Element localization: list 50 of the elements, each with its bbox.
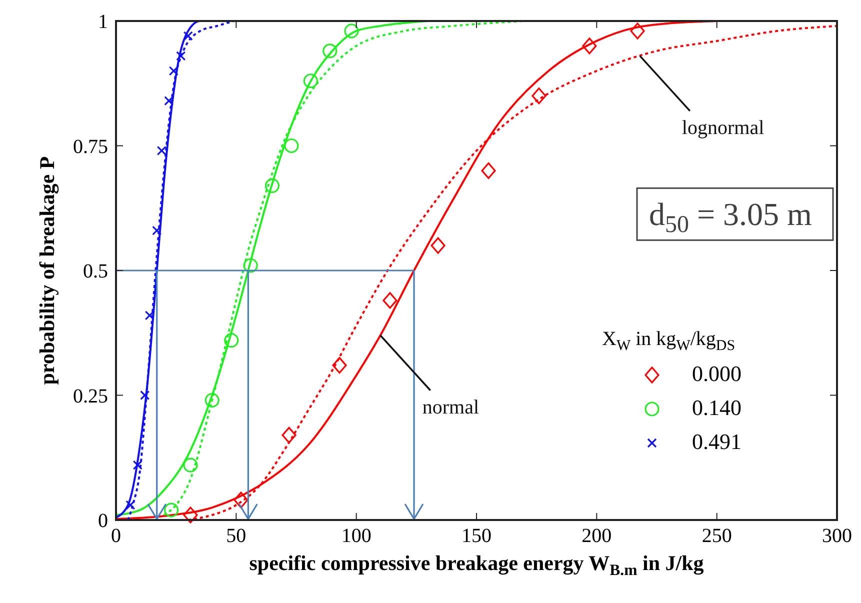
point: [126, 500, 136, 510]
x-tick-label: 100: [341, 525, 372, 547]
point: [144, 310, 154, 320]
y-axis-title: probability of breakage P: [35, 156, 59, 385]
legend-label: 0.000: [692, 361, 742, 386]
point: [243, 258, 258, 273]
point: [156, 146, 166, 156]
point: [152, 226, 162, 236]
point: [344, 24, 359, 38]
point: [430, 237, 446, 254]
point: [382, 292, 398, 309]
point: [164, 96, 174, 106]
x-tick-label: 250: [702, 525, 732, 547]
point: [183, 506, 198, 524]
y-tick-label: 0.25: [73, 385, 108, 408]
legend-label: 0.491: [692, 429, 742, 454]
point: [204, 392, 220, 408]
y-tick-label: 0: [98, 510, 108, 532]
point: [284, 138, 299, 154]
y-tick-label: 1: [98, 11, 108, 33]
point: [481, 162, 496, 179]
legend-label: 0.140: [692, 395, 742, 420]
y-tick-label: 0.75: [73, 136, 108, 158]
x-tick-label: 200: [582, 525, 612, 547]
point: [168, 66, 178, 76]
x-axis-title: specific compressive breakage energy W$_{B.m}$ in J/kg: [249, 551, 704, 579]
point: [532, 88, 546, 104]
point: [164, 502, 179, 518]
x-tick-label: 50: [226, 525, 246, 547]
point: [132, 460, 142, 470]
annotation: d$_{50}$ = 3.05 m: [649, 196, 812, 238]
point: [183, 31, 193, 41]
point: [140, 390, 150, 400]
point: [224, 333, 239, 348]
y-tick-label: 0.5: [83, 260, 108, 282]
point: [322, 44, 338, 58]
point: [332, 357, 347, 374]
point: [183, 458, 198, 472]
x-tick-label: 150: [462, 525, 492, 547]
point: [582, 38, 597, 54]
annotation: lognormal: [682, 116, 765, 139]
point: [176, 51, 186, 61]
point: [630, 22, 645, 40]
point: [264, 178, 280, 193]
point: [282, 426, 296, 444]
annotation: normal: [422, 396, 480, 418]
point: [234, 492, 248, 508]
x-tick-label: 300: [822, 525, 852, 547]
point: [303, 74, 318, 88]
legend-title: X$_{W}$ in kg$_{W}$/kg$_{DS}$: [602, 328, 736, 354]
